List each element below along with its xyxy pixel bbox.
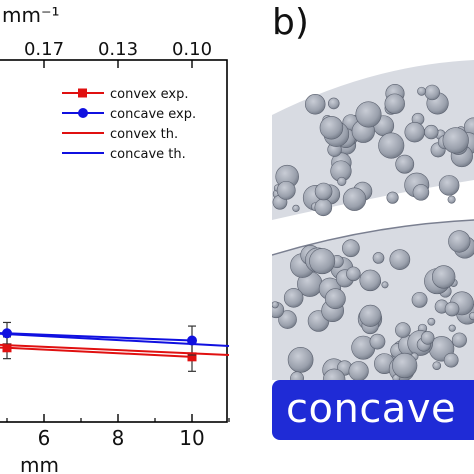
top-axis-ticks: 0.17 0.13 0.10 <box>24 39 212 68</box>
x-axis-label: mm <box>20 453 59 474</box>
legend-marker <box>78 88 87 98</box>
x-tick-label: 8 <box>112 426 125 450</box>
x-tick-label: 6 <box>38 426 51 450</box>
x-tick-label: 10 <box>179 426 204 450</box>
top-tick-label: 0.17 <box>24 39 64 60</box>
legend-label: concave th. <box>110 147 186 162</box>
legend-label: convex th. <box>110 127 178 142</box>
series-line <box>0 343 230 357</box>
series-line <box>0 332 230 347</box>
legend-label: concave exp. <box>110 107 196 122</box>
legend-label: convex exp. <box>110 87 188 102</box>
legend: convex exp. concave exp. convex th. concave… <box>62 87 196 162</box>
top-tick-label: 0.13 <box>98 39 138 60</box>
legend-marker <box>78 108 88 118</box>
top-tick-label: 0.10 <box>172 39 212 60</box>
data-point <box>187 352 197 362</box>
concave-badge: concave <box>272 380 474 440</box>
plot-frame <box>0 59 228 423</box>
series-layer <box>0 321 230 372</box>
x-axis-ticks: 6 8 10 <box>6 414 230 450</box>
data-point <box>2 343 12 353</box>
top-axis-unit: mm⁻¹ <box>2 3 60 27</box>
panel-label: b) <box>272 2 309 43</box>
